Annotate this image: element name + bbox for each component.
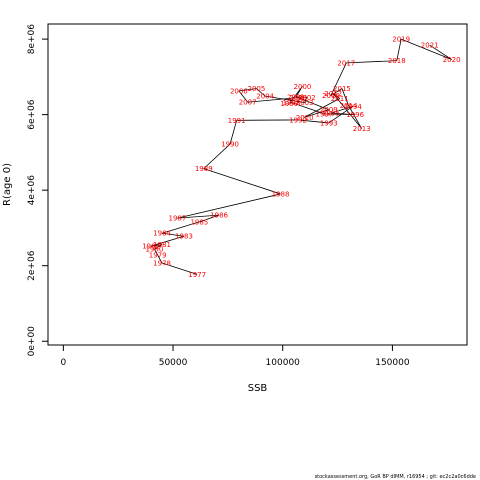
point-label: 2017 <box>337 59 355 67</box>
footer-credit: stockassessment.org, GoR BP dIMM, r16954… <box>314 474 476 480</box>
trajectory-segment <box>229 120 238 145</box>
point-label: 1982 <box>142 243 160 251</box>
point-label: 2008 <box>289 94 307 102</box>
point-label: 2006 <box>230 87 248 95</box>
x-tick-label: 150000 <box>375 358 410 368</box>
point-label: 2013 <box>353 125 371 133</box>
point-label: 1978 <box>153 260 171 268</box>
trajectory-segment <box>304 97 308 103</box>
trajectory-segment <box>396 39 402 61</box>
point-label: 1987 <box>169 215 187 223</box>
trajectory-segment <box>341 88 349 106</box>
point-label: 2011 <box>331 95 349 103</box>
trajectory-segment <box>346 60 397 64</box>
point-label: 1980 <box>145 246 163 254</box>
point-label: 1977 <box>188 271 206 279</box>
point-label: 1981 <box>153 241 171 249</box>
x-axis-title: SSB <box>248 383 268 394</box>
point-label: 1983 <box>175 233 193 241</box>
point-label: 2003 <box>296 99 314 107</box>
trajectory-segment <box>298 119 329 124</box>
point-label: 2021 <box>421 42 439 50</box>
sr-trajectory <box>150 38 452 275</box>
y-axis-title: R(age 0) <box>2 163 13 206</box>
point-label: 1992 <box>289 116 307 124</box>
point-label: 1994 <box>344 103 362 111</box>
trajectory-segment <box>295 86 303 98</box>
trajectory-segment <box>297 97 329 111</box>
y-tick-label: 8e+06 <box>27 24 37 55</box>
point-label: 2016 <box>322 92 340 100</box>
x-tick-label: 100000 <box>266 358 301 368</box>
trajectory-segment <box>150 235 185 247</box>
point-label: 1995 <box>322 110 340 118</box>
plot-frame <box>47 23 468 346</box>
point-label: 2002 <box>298 94 316 102</box>
trajectory-segment <box>304 109 329 118</box>
x-tick-label: 50000 <box>159 358 188 368</box>
trajectory-segment <box>330 88 343 96</box>
trajectory-segment <box>238 88 257 92</box>
x-tick-label: 0 <box>60 358 66 368</box>
trajectory-segment <box>265 95 305 103</box>
point-label: 2010 <box>296 114 314 122</box>
y-axis: 0e+00 2e+06 4e+06 6e+06 8e+06 <box>27 24 49 357</box>
point-label: 2020 <box>443 56 461 64</box>
y-tick-label: 6e+06 <box>27 99 37 130</box>
trajectory-segment <box>291 102 325 115</box>
y-tick-label: 4e+06 <box>27 175 37 206</box>
trajectory-segment <box>238 90 248 103</box>
point-label: 1993 <box>320 119 338 127</box>
trajectory-segment <box>247 97 299 103</box>
point-label: 2019 <box>392 36 410 44</box>
trajectory-segment <box>162 232 185 237</box>
trajectory-segment <box>330 62 347 96</box>
point-label: 2014 <box>340 102 358 110</box>
y-tick-label: 0e+00 <box>27 326 37 357</box>
trajectory-segment <box>203 168 281 195</box>
point-label: 1997 <box>315 110 333 118</box>
point-label: 1979 <box>149 252 167 260</box>
point-label: 2012 <box>324 90 342 98</box>
point-label: 1986 <box>210 212 228 220</box>
x-axis: 0 50000 100000 150000 <box>60 344 410 368</box>
trajectory-segment <box>154 244 163 250</box>
point-label: 2009 <box>320 106 338 114</box>
point-label: 2005 <box>247 85 265 93</box>
point-label: 1999 <box>280 100 298 108</box>
trajectory-segment <box>304 98 340 118</box>
point-label: 2004 <box>256 93 274 101</box>
point-label: 1988 <box>272 190 290 198</box>
trajectory-segment <box>177 193 281 219</box>
point-label: 2000 <box>294 83 312 91</box>
trajectory-segment <box>161 262 198 275</box>
trajectory-segment <box>199 214 220 223</box>
trajectory-segment <box>157 254 163 264</box>
trajectory-segment <box>177 214 220 219</box>
trajectory-segment <box>332 93 363 129</box>
point-label: 2007 <box>239 99 257 107</box>
point-label: 1984 <box>153 230 171 238</box>
point-label: 2018 <box>388 57 406 65</box>
trajectory-segment <box>203 143 231 169</box>
trajectory-segment <box>154 248 159 256</box>
point-label: 1998 <box>283 99 301 107</box>
trajectory-segment <box>401 38 452 60</box>
point-label: 1991 <box>228 117 246 125</box>
trajectory-segment <box>348 105 363 129</box>
point-label: 2001 <box>287 93 305 101</box>
trajectory-segment <box>161 221 200 234</box>
point-label: 1985 <box>190 218 208 226</box>
point-label: 1996 <box>346 111 364 119</box>
point-label: 2015 <box>333 85 351 93</box>
trajectory-segment <box>256 88 266 97</box>
y-tick-label: 2e+06 <box>27 250 37 281</box>
point-label: 1989 <box>195 165 213 173</box>
trajectory-segment <box>429 44 452 60</box>
point-label: 1990 <box>221 141 239 149</box>
plot-area <box>47 23 468 346</box>
